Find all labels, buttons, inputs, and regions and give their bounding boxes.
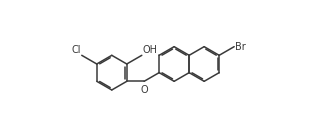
Text: Cl: Cl [72, 45, 81, 55]
Text: O: O [140, 85, 148, 95]
Text: OH: OH [142, 45, 157, 55]
Text: Br: Br [235, 42, 246, 52]
